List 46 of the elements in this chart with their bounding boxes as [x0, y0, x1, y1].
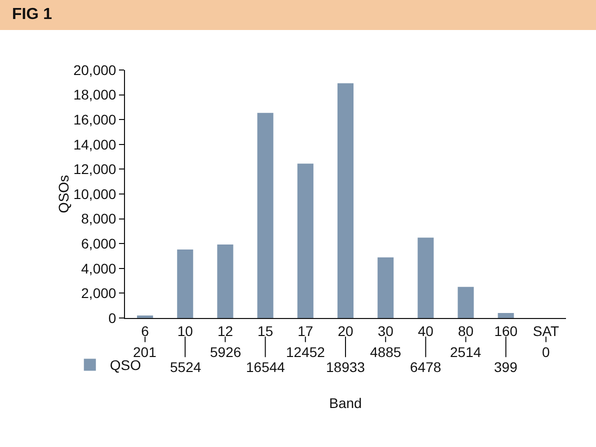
x-tick-label: 12 — [217, 322, 234, 339]
x-tick-label: 160 — [494, 322, 518, 339]
bar — [337, 83, 354, 318]
bar — [217, 244, 234, 318]
data-label: 399 — [494, 359, 518, 375]
y-tick-label: 8,000 — [81, 210, 116, 227]
x-tick-label: SAT — [532, 322, 560, 339]
x-tick-label: 30 — [378, 322, 394, 339]
x-tick-label: 40 — [418, 322, 434, 339]
x-tick-label: 17 — [298, 322, 314, 339]
x-tick-label: 15 — [258, 322, 274, 339]
y-tick-label: 2,000 — [81, 285, 116, 302]
y-tick-label: 14,000 — [73, 136, 116, 152]
data-label: 18933 — [326, 359, 366, 375]
x-axis-title: Band — [329, 395, 362, 412]
y-tick-label: 10,000 — [73, 186, 116, 202]
data-label: 5524 — [170, 359, 202, 375]
bar — [418, 238, 434, 318]
y-tick-label: 6,000 — [81, 236, 116, 252]
x-tick-label: 10 — [177, 322, 194, 339]
legend-label: QSO — [110, 357, 142, 374]
data-label: 2514 — [450, 344, 482, 360]
bar — [378, 257, 394, 318]
y-axis-title: QSOs — [55, 174, 72, 214]
data-label: 12452 — [286, 344, 326, 360]
data-label: 16544 — [246, 359, 286, 375]
data-label: 5926 — [210, 344, 242, 360]
data-label: 4885 — [370, 344, 402, 360]
y-tick-label: 18,000 — [73, 86, 116, 103]
y-tick-label: 20,000 — [73, 62, 116, 78]
chart-title: FIG 1 — [12, 6, 52, 24]
x-tick-label: 6 — [141, 322, 150, 339]
data-label: 0 — [542, 344, 550, 360]
y-tick-label: 0 — [108, 310, 116, 326]
bar — [458, 286, 474, 318]
data-label: 6478 — [410, 359, 442, 375]
y-tick-label: 4,000 — [81, 260, 116, 276]
bar — [498, 313, 514, 318]
y-tick-label: 16,000 — [73, 112, 116, 128]
x-tick-label: 80 — [458, 322, 474, 339]
x-tick-label: 20 — [338, 322, 354, 339]
y-tick-label: 12,000 — [73, 161, 116, 178]
bar — [257, 112, 274, 318]
bar — [177, 250, 194, 318]
data-label: 201 — [133, 344, 157, 360]
bar — [297, 164, 314, 318]
